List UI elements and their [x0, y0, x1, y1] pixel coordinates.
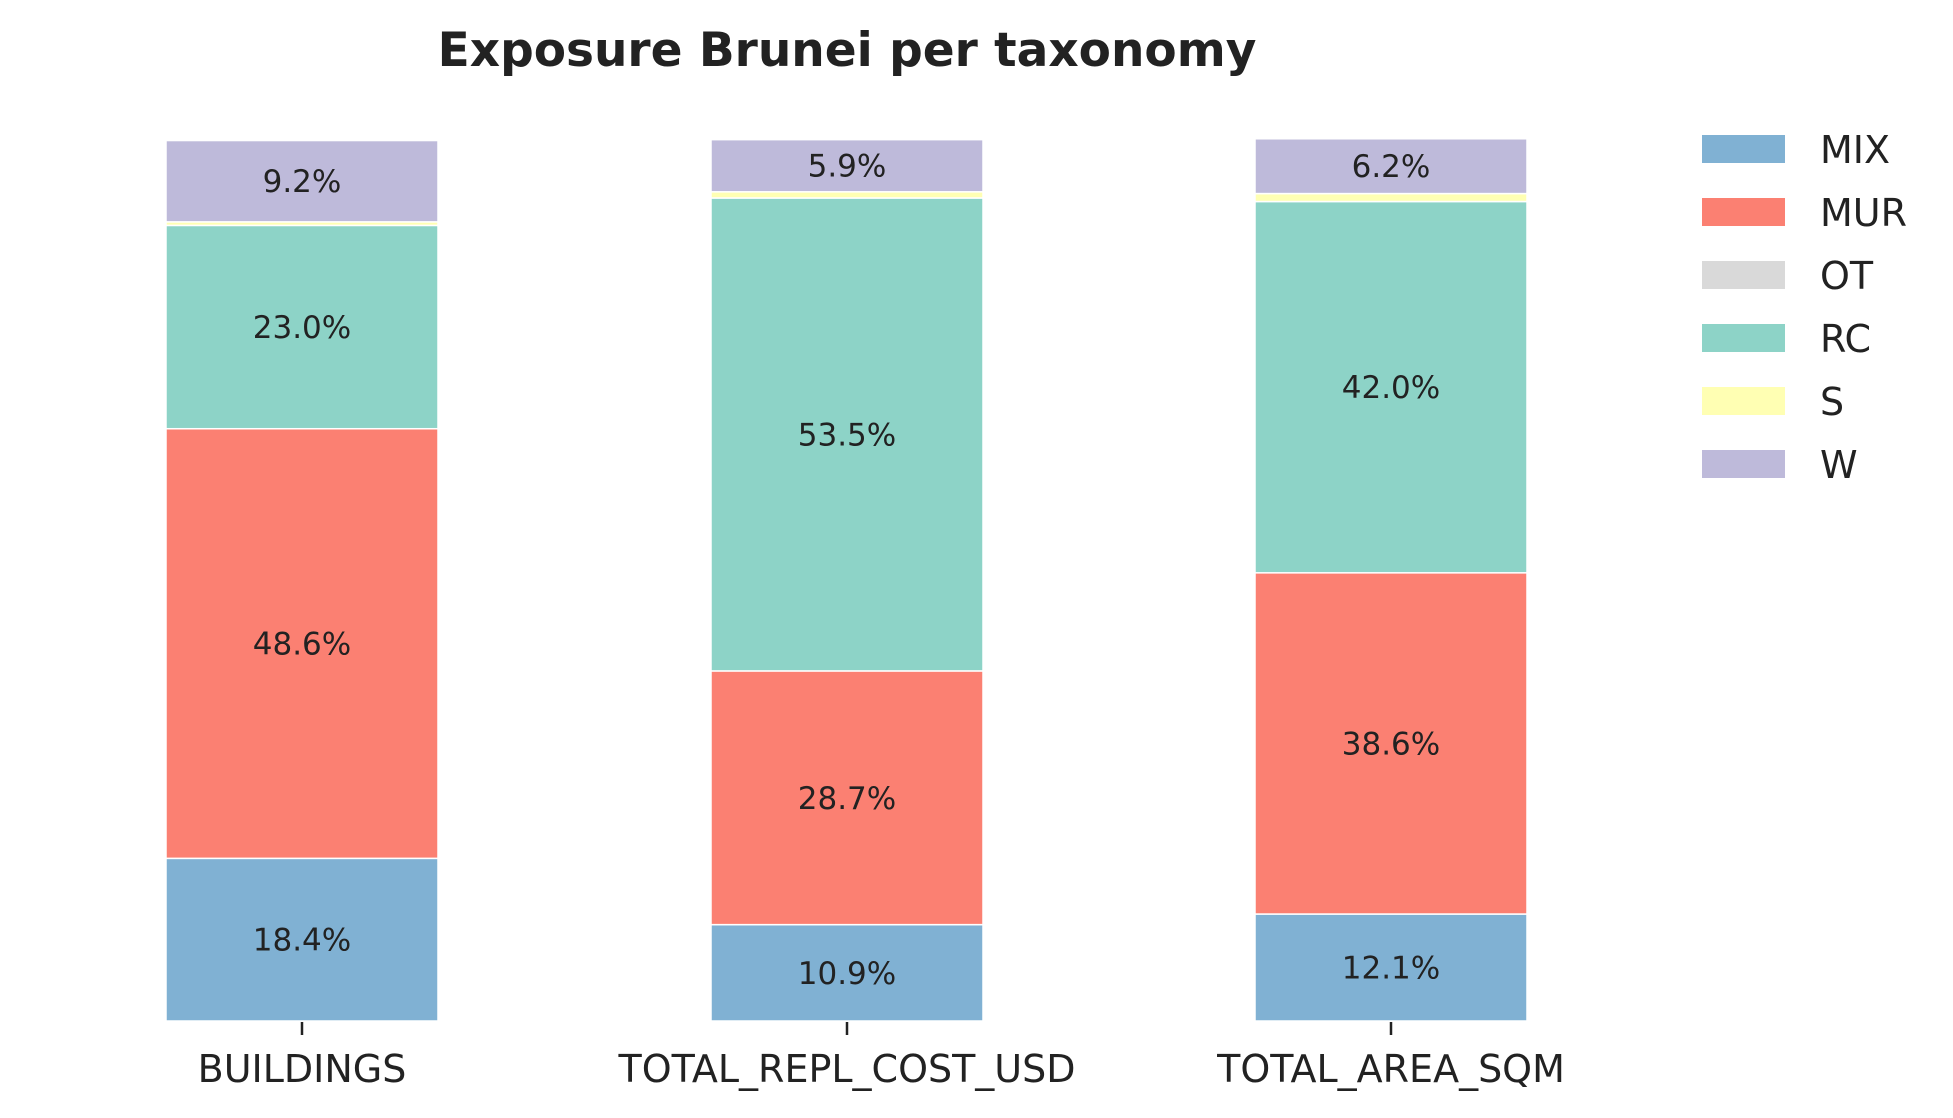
bar-stacks: 18.4% 48.6% 23.0% 9.2% 10.9% 28.7% 53.5% 5.9% 12… — [165, 138, 1528, 1022]
x-tick-label-total_repl_cost_usd: TOTAL_REPL_COST_USD — [617, 1047, 1075, 1091]
bar-segment-mix-buildings — [165, 857, 439, 1022]
data-label-mur-total_area_sqm: 38.6% — [1342, 726, 1440, 762]
bar-segment-s-total_repl_cost_usd — [710, 191, 984, 199]
legend-swatch-w — [1702, 450, 1785, 478]
data-label-mix-total_repl_cost_usd: 10.9% — [798, 956, 896, 992]
legend-swatch-rc — [1702, 324, 1785, 352]
legend-label-ot: OT — [1820, 254, 1874, 298]
data-label-rc-total_area_sqm: 42.0% — [1342, 370, 1440, 406]
legend-label-mix: MIX — [1820, 128, 1890, 172]
legend-swatch-ot — [1702, 261, 1785, 289]
bar-segment-s-total_area_sqm — [1254, 192, 1528, 203]
legend-swatch-mix — [1702, 135, 1785, 163]
bar-segment-w-total_area_sqm — [1254, 138, 1528, 195]
data-label-mix-total_area_sqm: 12.1% — [1342, 951, 1440, 987]
data-label-w-total_area_sqm: 6.2% — [1352, 149, 1431, 185]
data-label-rc-total_repl_cost_usd: 53.5% — [798, 417, 896, 453]
legend-label-s: S — [1820, 380, 1844, 424]
legend-swatch-mur — [1702, 198, 1785, 226]
bar-segment-mur-buildings — [165, 427, 439, 860]
data-label-mur-total_repl_cost_usd: 28.7% — [798, 781, 896, 817]
data-label-mur-buildings: 48.6% — [253, 627, 351, 663]
legend-label-rc: RC — [1820, 317, 1871, 361]
legend: MIX MUR OT RC SW — [1702, 128, 1907, 487]
data-label-w-buildings: 9.2% — [263, 164, 342, 200]
data-label-mix-buildings: 18.4% — [253, 923, 351, 959]
legend-label-w: W — [1820, 443, 1858, 487]
bar-segment-w-buildings — [165, 139, 439, 223]
data-label-w-total_repl_cost_usd: 5.9% — [808, 149, 887, 185]
chart-title: Exposure Brunei per taxonomy — [438, 23, 1257, 78]
legend-swatch-s — [1702, 387, 1785, 415]
bar-segment-rc-total_repl_cost_usd — [710, 197, 984, 672]
bar-segment-w-total_repl_cost_usd — [710, 138, 984, 193]
bar-segment-mur-total_repl_cost_usd — [710, 670, 984, 926]
x-tick-label-total_area_sqm: TOTAL_AREA_SQM — [1216, 1047, 1565, 1091]
bar-segment-mur-total_area_sqm — [1254, 572, 1528, 915]
x-tick-label-buildings: BUILDINGS — [198, 1047, 407, 1091]
bar-segment-rc-total_area_sqm — [1254, 200, 1528, 574]
data-label-rc-buildings: 23.0% — [253, 310, 351, 346]
legend-label-mur: MUR — [1820, 191, 1907, 235]
bar-segment-mix-total_area_sqm — [1254, 913, 1528, 1022]
x-axis: BUILDINGS TOTAL_REPL_COST_USD TOTAL_AREA_S… — [198, 1022, 1565, 1091]
